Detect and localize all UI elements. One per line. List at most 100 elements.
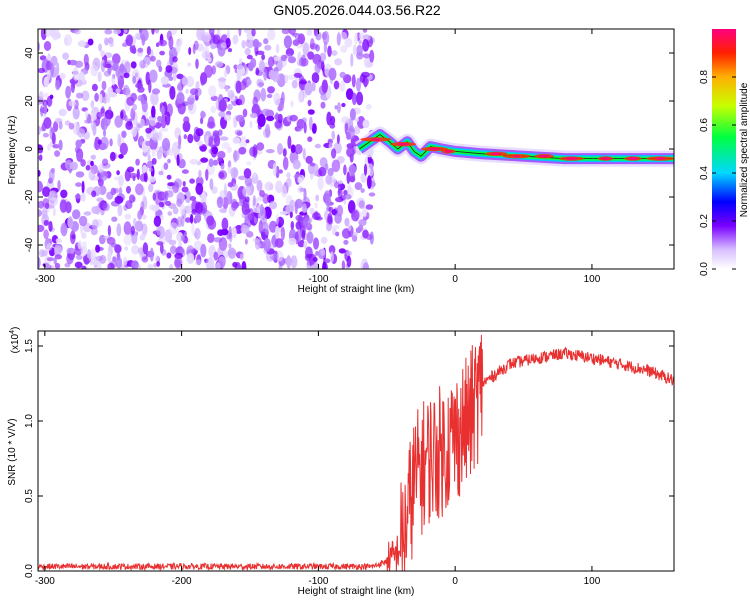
noise-blob <box>358 39 362 45</box>
noise-blob <box>41 250 48 257</box>
noise-blob <box>125 121 133 130</box>
noise-blob <box>81 180 85 194</box>
noise-blob <box>331 159 341 173</box>
noise-blob <box>213 135 221 147</box>
noise-blob <box>273 92 281 106</box>
noise-blob <box>292 39 300 46</box>
noise-blob <box>118 154 124 159</box>
noise-blob <box>139 135 144 146</box>
noise-blob <box>292 159 301 170</box>
noise-blob <box>81 232 87 239</box>
noise-blob <box>282 156 289 171</box>
noise-blob <box>116 170 120 176</box>
noise-blob <box>38 154 43 161</box>
noise-blob <box>124 246 128 251</box>
noise-blob <box>228 243 232 249</box>
noise-blob <box>315 194 320 202</box>
noise-blob <box>290 255 298 269</box>
noise-blob <box>96 111 102 120</box>
noise-blob <box>98 201 107 209</box>
noise-blob <box>249 112 258 119</box>
noise-blob <box>164 229 173 243</box>
noise-blob <box>314 143 321 149</box>
noise-blob <box>346 250 352 256</box>
noise-blob <box>217 157 223 162</box>
x-tick-label: -200 <box>172 576 192 587</box>
noise-blob <box>148 79 152 94</box>
snr-ylabel: SNR (10 * V/V) <box>7 418 18 485</box>
noise-blob <box>58 139 63 151</box>
noise-blob <box>243 168 252 179</box>
noise-blob <box>161 137 171 152</box>
noise-blob <box>91 219 99 230</box>
noise-blob <box>217 196 223 204</box>
noise-blob <box>328 67 337 81</box>
noise-blob <box>352 44 357 56</box>
noise-blob <box>147 154 151 161</box>
noise-blob <box>54 32 61 40</box>
noise-blob <box>320 236 328 244</box>
noise-blob <box>100 136 109 150</box>
noise-blob <box>178 134 182 147</box>
noise-blob <box>170 245 177 254</box>
y-tick-label: 0.5 <box>24 489 35 503</box>
noise-blob <box>213 251 219 261</box>
noise-blob <box>211 186 218 194</box>
noise-blob <box>329 251 334 263</box>
noise-blob <box>309 162 316 167</box>
noise-blob <box>221 142 230 150</box>
noise-blob <box>108 106 112 114</box>
noise-blob <box>125 34 133 47</box>
noise-blob <box>50 127 55 134</box>
noise-blob <box>115 256 123 269</box>
noise-blob <box>303 241 308 249</box>
noise-blob <box>362 39 370 52</box>
track-hotspot-core <box>600 157 612 160</box>
noise-blob <box>38 209 43 217</box>
noise-blob <box>53 257 57 265</box>
noise-blob <box>54 244 61 257</box>
noise-blob <box>130 107 136 121</box>
noise-blob <box>305 155 313 164</box>
noise-blob <box>245 38 255 49</box>
noise-blob <box>198 169 202 179</box>
noise-blob <box>80 246 88 257</box>
noise-blob <box>68 100 76 107</box>
noise-blob <box>205 257 215 269</box>
noise-blob <box>220 162 225 170</box>
noise-blob <box>208 136 214 148</box>
y-tick-label: 0 <box>24 146 35 152</box>
noise-blob <box>232 137 241 144</box>
noise-blob <box>135 183 144 196</box>
noise-blob <box>55 238 63 244</box>
noise-blob <box>223 69 228 78</box>
noise-blob <box>83 53 89 66</box>
noise-blob <box>315 31 322 41</box>
track-hotspot-core <box>370 138 381 141</box>
noise-blob <box>294 144 303 155</box>
noise-blob <box>283 35 292 49</box>
noise-blob <box>46 95 53 107</box>
noise-blob <box>83 211 92 216</box>
noise-blob <box>64 38 68 45</box>
noise-blob <box>124 29 128 34</box>
noise-blob <box>279 169 283 174</box>
noise-blob <box>90 154 97 160</box>
noise-blob <box>91 206 101 214</box>
noise-blob <box>239 58 243 65</box>
noise-blob <box>137 210 143 220</box>
noise-blob <box>201 34 209 43</box>
noise-blob <box>186 253 195 264</box>
noise-blob <box>149 117 157 127</box>
noise-blob <box>109 138 113 147</box>
noise-blob <box>172 181 180 194</box>
noise-blob <box>272 162 277 176</box>
noise-blob <box>366 175 372 189</box>
noise-blob <box>354 182 363 191</box>
noise-blob <box>264 181 274 191</box>
noise-blob <box>160 127 169 132</box>
snr-xlabel: Height of straight line (km) <box>298 586 415 597</box>
noise-blob <box>103 129 106 137</box>
x-tick-label: 0 <box>452 576 458 587</box>
